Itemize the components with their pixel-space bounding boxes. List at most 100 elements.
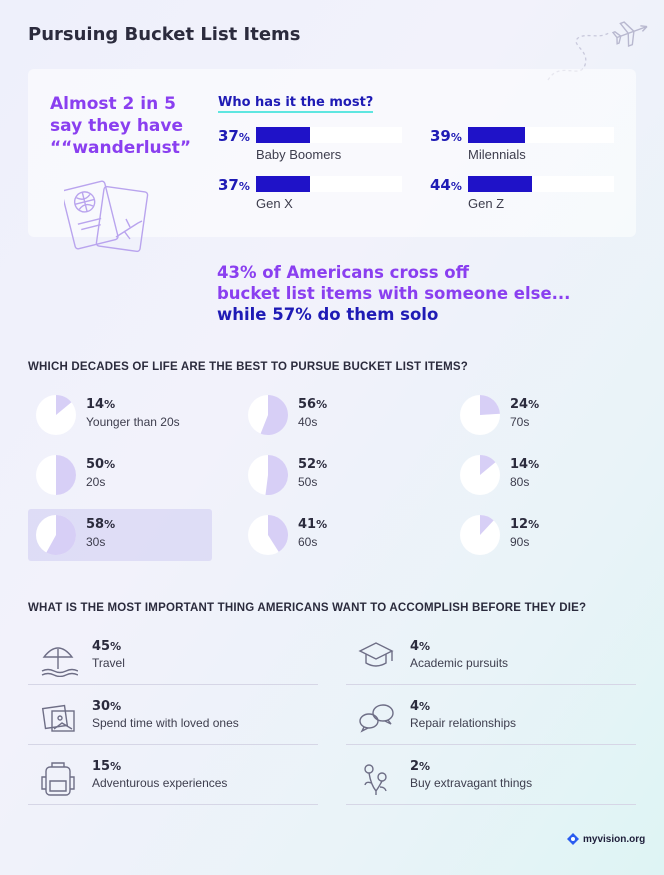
graduation-cap-icon (358, 642, 394, 667)
pie-value-label: 14% (86, 397, 116, 412)
pie-value-label: 41% (298, 517, 328, 532)
pie-category-label: 50s (298, 475, 318, 489)
airplane-icon (547, 21, 648, 81)
pie-slice (268, 515, 288, 552)
pie-value-label: 58% (86, 517, 116, 532)
bar-category-label: Milennials (468, 147, 526, 162)
beach-umbrella-icon (41, 647, 78, 677)
bar-track (256, 176, 402, 192)
bar (468, 176, 533, 192)
pie-slice (480, 515, 494, 535)
pie-category-label: 90s (510, 535, 530, 549)
decade-item: 50% 20s (28, 449, 212, 501)
pie-chart (460, 395, 500, 435)
wanderlust-line-3: ““wanderlust” (50, 138, 192, 158)
pie-slice (265, 455, 288, 495)
pie-category-label: 60s (298, 535, 318, 549)
decade-item: 58% 30s (28, 509, 212, 561)
backpack-icon (41, 762, 75, 796)
goal-category-label: Adventurous experiences (92, 776, 228, 790)
bar-category-label: Gen Z (468, 196, 505, 211)
pie-category-label: 80s (510, 475, 530, 489)
pie-value-label: 12% (510, 517, 540, 532)
pie-category-label: 20s (86, 475, 106, 489)
pie-slice (46, 515, 76, 555)
bar-track (468, 176, 614, 192)
generation-bar-item: 44% Gen Z (430, 176, 630, 216)
goal-item: 4% Academic pursuits (346, 629, 636, 685)
bar-value-label: 39% (430, 127, 462, 145)
goal-value-label: 2% (410, 759, 431, 774)
goal-item: 45% Travel (28, 629, 318, 685)
pie-chart (36, 395, 76, 435)
bar-value-label: 37% (218, 127, 250, 145)
goals-heading: WHAT IS THE MOST IMPORTANT THING AMERICA… (28, 602, 587, 614)
bar-track (256, 127, 402, 143)
wanderlust-line-1: Almost 2 in 5 (50, 94, 176, 114)
pie-value-label: 50% (86, 457, 116, 472)
passport-icon (64, 180, 149, 253)
goal-item: 30% Spend time with loved ones (28, 689, 318, 745)
decades-heading: WHICH DECADES OF LIFE ARE THE BEST TO PU… (28, 361, 469, 373)
goal-value-label: 4% (410, 639, 431, 654)
pie-chart (248, 455, 288, 495)
pie-slice (260, 395, 288, 435)
wanderlust-card: Almost 2 in 5 say they have ““wanderlust… (28, 69, 636, 253)
logo: myvision.org (567, 833, 645, 845)
goal-item: 15% Adventurous experiences (28, 749, 318, 805)
bar (468, 127, 525, 143)
page-title: Pursuing Bucket List Items (28, 24, 301, 45)
goal-value-label: 15% (92, 759, 122, 774)
pie-chart (460, 455, 500, 495)
pie-category-label: 70s (510, 415, 530, 429)
pie-category-label: 40s (298, 415, 318, 429)
goal-item: 4% Repair relationships (346, 689, 636, 745)
pie-slice (480, 455, 496, 475)
pie-slice (56, 395, 72, 415)
goal-value-label: 45% (92, 639, 122, 654)
pie-slice (56, 455, 76, 495)
together-line-1: 43% of Americans cross off (217, 263, 470, 282)
goal-category-label: Academic pursuits (410, 656, 509, 670)
decade-item: 14% Younger than 20s (28, 389, 212, 441)
bar-value-label: 44% (430, 176, 462, 194)
pie-chart (460, 515, 500, 555)
bar-value-label: 37% (218, 176, 250, 194)
goal-category-label: Repair relationships (410, 716, 517, 730)
decade-item: 41% 60s (240, 509, 424, 561)
generation-bar-item: 37% Gen X (218, 176, 418, 216)
photos-icon (41, 704, 75, 732)
speech-bubbles-icon (359, 704, 394, 733)
goal-value-label: 4% (410, 699, 431, 714)
together-stat: 43% of Americans cross off bucket list i… (217, 262, 637, 325)
goal-category-label: Buy extravagant things (410, 776, 533, 790)
together-line-3: while 57% do them solo (217, 305, 439, 324)
bar (256, 127, 311, 143)
generation-bar-item: 37% Baby Boomers (218, 127, 418, 167)
bar-category-label: Baby Boomers (256, 147, 342, 162)
pie-category-label: Younger than 20s (86, 415, 180, 429)
logo-text: myvision.org (583, 833, 646, 845)
together-line-2: bucket list items with someone else... (217, 284, 571, 303)
who-heading: Who has it the most? (218, 95, 374, 113)
decade-item: 24% 70s (452, 389, 636, 441)
bar-category-label: Gen X (256, 196, 293, 211)
goal-value-label: 30% (92, 699, 122, 714)
bar-track (468, 127, 614, 143)
goal-category-label: Travel (92, 656, 125, 670)
pie-slice (480, 395, 500, 415)
pie-value-label: 56% (298, 397, 328, 412)
decade-item: 14% 80s (452, 449, 636, 501)
pie-category-label: 30s (86, 535, 106, 549)
wanderlust-headline: Almost 2 in 5 say they have ““wanderlust… (50, 93, 200, 159)
goal-item: 2% Buy extravagant things (346, 749, 636, 805)
decade-item: 12% 90s (452, 509, 636, 561)
decade-item: 56% 40s (240, 389, 424, 441)
decade-item: 52% 50s (240, 449, 424, 501)
bar (256, 176, 311, 192)
pie-value-label: 14% (510, 457, 540, 472)
wanderlust-line-2: say they have (50, 116, 184, 136)
logo-icon (567, 833, 579, 845)
generation-bar-item: 39% Milennials (430, 127, 630, 167)
pie-chart (36, 455, 76, 495)
